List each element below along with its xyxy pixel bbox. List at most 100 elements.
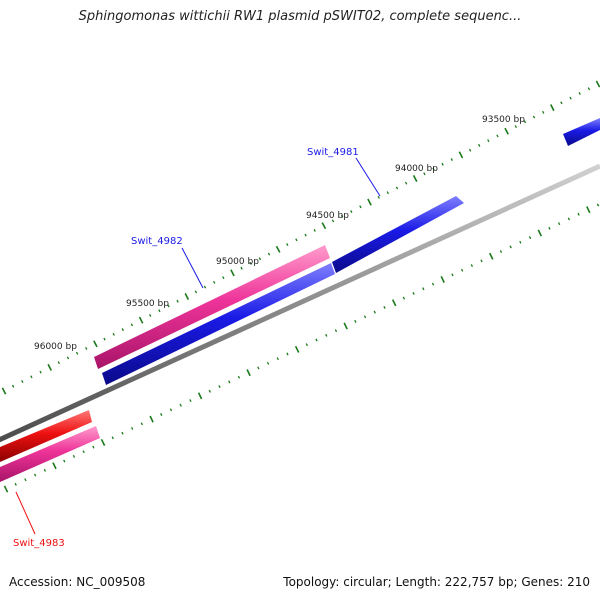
minor-tick xyxy=(587,87,591,91)
minor-tick xyxy=(228,380,231,384)
minor-tick xyxy=(441,162,444,166)
minor-tick xyxy=(11,384,15,388)
minor-tick xyxy=(112,332,115,336)
minor-tick xyxy=(354,319,357,323)
minor-tick xyxy=(103,337,106,341)
minor-tick xyxy=(331,219,335,223)
gene-label-swit-4983[interactable]: Swit_4983 xyxy=(13,538,65,549)
gene-feature-blue-long[interactable] xyxy=(102,263,335,385)
minor-tick xyxy=(325,333,328,337)
minor-tick xyxy=(315,338,318,342)
inner-tick-row xyxy=(3,203,600,493)
gene-feature-red[interactable] xyxy=(0,410,92,462)
major-tick xyxy=(488,252,494,260)
minor-tick xyxy=(131,427,134,430)
minor-tick xyxy=(519,240,522,244)
minor-tick xyxy=(305,343,308,347)
minor-tick xyxy=(121,328,124,332)
major-tick xyxy=(246,369,251,377)
major-tick xyxy=(47,363,53,371)
gene-feature-swit-4982[interactable] xyxy=(94,245,330,369)
minor-tick xyxy=(267,252,271,256)
minor-tick xyxy=(24,478,27,482)
minor-tick xyxy=(313,228,316,232)
minor-tick xyxy=(82,450,85,454)
minor-tick xyxy=(560,101,563,105)
minor-tick xyxy=(57,361,60,365)
minor-tick xyxy=(386,191,389,195)
major-tick xyxy=(93,340,98,348)
minor-tick xyxy=(542,110,545,114)
minor-tick xyxy=(567,217,570,221)
minor-tick xyxy=(383,305,386,309)
minor-tick xyxy=(75,351,79,355)
minor-tick xyxy=(480,259,483,263)
minor-tick xyxy=(359,205,362,209)
minor-tick xyxy=(158,309,161,313)
gene-feature-swit-4981[interactable] xyxy=(332,196,464,273)
minor-tick xyxy=(203,285,207,289)
minor-tick xyxy=(402,296,406,300)
label-leader-swit-4982 xyxy=(181,247,204,289)
label-leader-swit-4981 xyxy=(355,157,381,197)
minor-tick xyxy=(85,346,88,350)
major-tick xyxy=(537,229,543,237)
minor-tick xyxy=(160,413,163,416)
minor-tick xyxy=(286,243,289,247)
accession-text: Accession: NC_009508 xyxy=(9,575,146,589)
minor-tick xyxy=(569,96,572,100)
minor-tick xyxy=(30,375,33,379)
minor-tick xyxy=(468,148,472,152)
minor-tick xyxy=(176,299,179,303)
gene-label-swit-4981[interactable]: Swit_4981 xyxy=(307,147,359,158)
minor-tick xyxy=(222,276,225,280)
minor-tick xyxy=(295,238,298,242)
gene-feature-swit-4983[interactable] xyxy=(0,426,100,482)
major-tick xyxy=(294,345,300,353)
minor-tick xyxy=(395,186,399,190)
major-tick xyxy=(149,415,154,423)
major-tick xyxy=(412,175,418,182)
minor-tick xyxy=(404,181,408,185)
minor-tick xyxy=(213,280,216,284)
minor-tick xyxy=(208,389,211,393)
minor-tick xyxy=(350,210,353,214)
minor-tick xyxy=(111,436,114,440)
ruler-label: 95500 bp xyxy=(126,299,169,309)
minor-tick xyxy=(149,313,152,317)
minor-tick xyxy=(72,454,76,458)
minor-tick xyxy=(21,380,24,384)
major-tick xyxy=(458,151,464,159)
minor-tick xyxy=(304,233,307,237)
minor-tick xyxy=(509,245,512,249)
minor-tick xyxy=(140,422,143,426)
minor-tick xyxy=(43,468,46,472)
minor-tick xyxy=(423,172,426,176)
major-tick xyxy=(3,485,9,493)
minor-tick xyxy=(596,203,600,207)
minor-tick xyxy=(451,273,454,277)
gene-feature-blue-top-right[interactable] xyxy=(563,118,600,146)
major-tick xyxy=(367,198,372,206)
minor-tick xyxy=(450,158,453,162)
major-tick xyxy=(275,245,281,253)
topology-text: Topology: circular; Length: 222,757 bp; … xyxy=(283,575,590,589)
minor-tick xyxy=(266,361,270,365)
gene-label-swit-4982[interactable]: Swit_4982 xyxy=(131,236,183,247)
minor-tick xyxy=(578,91,581,95)
major-tick xyxy=(197,392,203,400)
minor-tick xyxy=(470,264,473,267)
minor-tick xyxy=(528,236,532,240)
minor-tick xyxy=(558,222,561,226)
minor-tick xyxy=(514,125,517,129)
minor-tick xyxy=(412,291,415,295)
major-tick xyxy=(391,299,397,307)
minor-tick xyxy=(286,352,289,356)
minor-tick xyxy=(92,445,95,449)
minor-tick xyxy=(422,287,425,291)
minor-tick xyxy=(249,261,252,265)
minor-tick xyxy=(66,356,70,360)
major-tick xyxy=(440,275,445,283)
major-tick xyxy=(586,206,591,214)
